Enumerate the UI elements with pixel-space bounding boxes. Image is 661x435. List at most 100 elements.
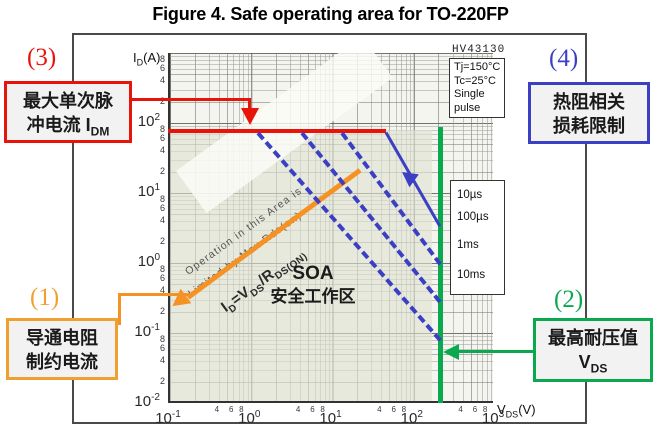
callout-4-box[interactable]: 热阻相关 损耗限制 — [528, 82, 650, 144]
x-axis-symbol: V — [497, 402, 506, 417]
y-tick-minor-label: 6 — [159, 132, 165, 143]
callout-4-number: (4) — [549, 45, 579, 72]
x-tick-minor-label: 6 — [391, 405, 396, 414]
conditions-box: Tj=150°C Tc=25°C Single pulse — [449, 58, 505, 118]
x-tick-minor-label: 4 — [377, 405, 382, 414]
x-axis-subscript: DS — [505, 409, 519, 420]
y-tick-label: 102 — [137, 112, 160, 130]
soa-center-label: SOA 安全工作区 — [248, 262, 378, 308]
y-tick-label: 101 — [137, 182, 160, 200]
y-tick-minor-label: 2 — [159, 235, 165, 246]
soa-label-cn: 安全工作区 — [270, 287, 356, 306]
figure-title: Figure 4. Safe operating area for TO-220… — [152, 4, 509, 24]
x-tick-minor-label: 6 — [228, 405, 234, 414]
y-tick-minor-label: 8 — [159, 53, 165, 64]
vds-arrow-icon — [443, 344, 459, 360]
x-tick-minor-label: 6 — [472, 405, 478, 414]
rdson-leader-vertical — [118, 293, 121, 325]
y-tick-minor-label: 8 — [159, 123, 165, 134]
callout-3-box[interactable]: 最大单次脉 冲电流 IDM — [4, 81, 132, 143]
callout-1-line1: 导通电阻 — [26, 328, 98, 348]
vds-leader-horizontal — [458, 350, 536, 353]
condition-pulse: pulse — [454, 101, 481, 114]
condition-single: Single — [454, 88, 485, 100]
gridline-minor-h — [170, 369, 493, 371]
gridline-minor-h — [170, 360, 493, 362]
gridline-minor-h — [170, 381, 493, 383]
pulse-legend-item: 1ms — [457, 239, 479, 251]
y-tick-minor-label: 4 — [159, 354, 165, 365]
gridline-minor-h — [170, 339, 493, 341]
y-tick-minor-label: 8 — [159, 333, 165, 344]
gridline-minor-h — [170, 229, 493, 231]
callout-4-line2: 损耗限制 — [553, 116, 625, 136]
callout-4-line1: 热阻相关 — [553, 92, 625, 112]
y-tick-minor-label: 8 — [159, 193, 165, 204]
y-axis-unit: (A) — [143, 50, 161, 65]
x-tick-minor-label: 8 — [320, 405, 325, 414]
gridline-minor-h — [170, 311, 493, 313]
x-tick-label: 102 — [400, 409, 423, 427]
x-axis-unit: (V) — [518, 402, 536, 417]
gridline-minor-h — [170, 208, 493, 210]
x-tick-minor-label: 4 — [458, 405, 463, 414]
callout-3-line2: 冲电流 IDM — [7, 113, 129, 144]
y-tick-minor-label: 2 — [159, 305, 165, 316]
y-axis-title: ID(A) — [133, 50, 160, 68]
pulse-legend-item: 10µs — [457, 189, 483, 201]
idm-arrow-icon — [241, 108, 259, 125]
y-axis-subscript: D — [136, 57, 144, 68]
part-number-label: HV43130 — [452, 44, 506, 56]
y-tick-minor-label: 6 — [159, 62, 165, 73]
x-tick-label: 10-1 — [155, 409, 181, 427]
y-tick-minor-label: 4 — [159, 284, 165, 295]
x-axis-title: VDS(V) — [497, 402, 536, 420]
idm-leader-horizontal — [132, 98, 251, 101]
callout-3-symbol: 冲电流 I — [26, 115, 91, 135]
y-axis-symbol: I — [133, 50, 137, 65]
callout-1-number: (1) — [30, 284, 60, 311]
pulse-duration-legend: 10µs 100µs 1ms 10ms — [450, 180, 505, 295]
y-tick-minor-label: 2 — [159, 165, 165, 176]
y-tick-label: 10-2 — [134, 392, 160, 410]
gridline-minor-h — [170, 133, 493, 135]
y-tick-label: 100 — [137, 252, 160, 270]
callout-1-box[interactable]: 导通电阻 制约电流 — [6, 318, 118, 380]
y-tick-minor-label: 4 — [159, 144, 165, 155]
gridline-minor-h — [170, 220, 493, 222]
x-tick-minor-label: 8 — [401, 405, 407, 414]
pulse-legend-item: 10ms — [457, 269, 486, 281]
x-tick-minor-label: 8 — [482, 405, 488, 414]
idm-limit-line — [168, 129, 386, 133]
x-tick-minor-label: 4 — [214, 405, 220, 414]
callout-2-box[interactable]: 最高耐压值 VDS — [533, 318, 653, 382]
condition-tc: Tc=25°C — [454, 74, 497, 87]
y-tick-minor-label: 6 — [159, 202, 165, 213]
callout-2-number: (2) — [554, 286, 584, 313]
y-tick-minor-label: 8 — [159, 263, 165, 274]
callout-3-subscript: DM — [90, 124, 110, 139]
y-tick-label: 10-1 — [134, 322, 160, 340]
y-tick-minor-label: 6 — [159, 272, 165, 283]
callout-2-symbol: V — [578, 352, 591, 372]
rdson-leader-horizontal — [118, 293, 190, 296]
x-tick-minor-label: 8 — [239, 405, 244, 414]
callout-3-number: (3) — [27, 44, 57, 71]
callout-3-line1: 最大单次脉 — [23, 91, 113, 111]
pulse-legend-item: 100µs — [457, 211, 489, 223]
x-tick-minor-label: 4 — [295, 405, 301, 414]
x-tick-label: 101 — [319, 409, 342, 427]
callout-2-line2: VDS — [536, 350, 650, 381]
y-tick-minor-label: 2 — [159, 375, 165, 386]
x-tick-minor-label: 6 — [310, 405, 315, 414]
y-tick-minor-label: 6 — [159, 342, 165, 353]
condition-tj: Tj=150°C — [454, 61, 501, 73]
x-tick-label: 100 — [238, 409, 261, 427]
callout-2-subscript: DS — [590, 361, 608, 376]
y-tick-minor-label: 4 — [159, 74, 165, 85]
callout-1-line2: 制约电流 — [26, 352, 98, 372]
soa-label-en: SOA — [292, 263, 334, 284]
gridline-minor-h — [170, 126, 493, 128]
x-tick-label: 103 — [481, 409, 505, 427]
